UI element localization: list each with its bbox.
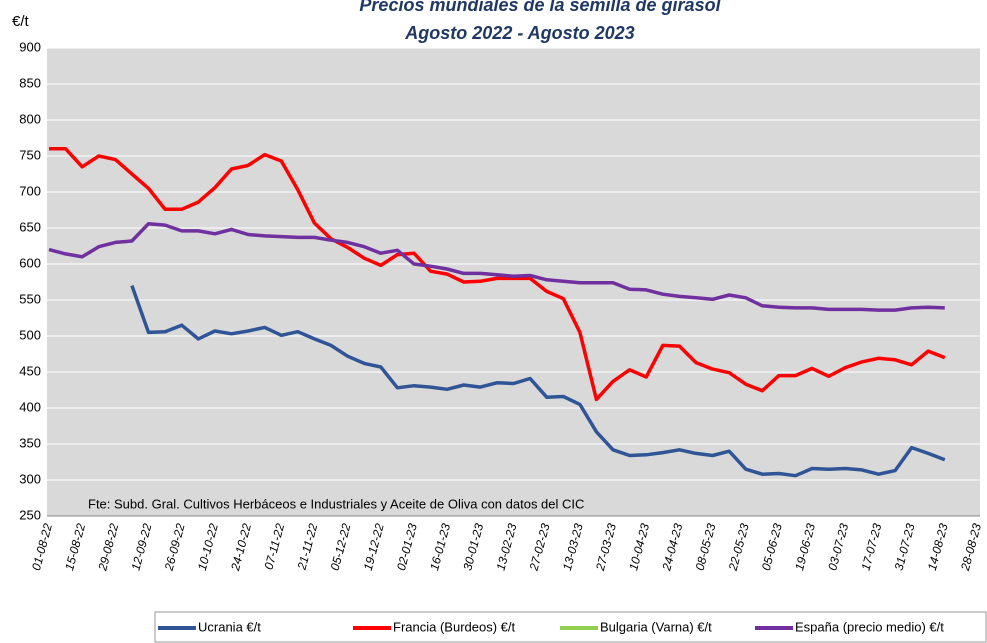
chart-subtitle: Agosto 2022 - Agosto 2023 — [404, 23, 634, 43]
x-tick-label: 15-08-22 — [62, 522, 88, 572]
x-tick-label: 27-03-23 — [593, 522, 619, 573]
chart-title: Precios mundiales de la semilla de giras… — [359, 0, 721, 15]
x-tick-label: 08-05-23 — [693, 522, 719, 572]
y-tick-label: 550 — [19, 291, 41, 306]
x-tick-label: 24-10-22 — [228, 522, 254, 573]
x-tick-label: 14-08-23 — [925, 522, 951, 572]
series-line — [48, 221, 945, 312]
x-tick-label: 02-01-23 — [394, 522, 420, 572]
x-tick-label: 05-12-22 — [328, 522, 354, 572]
x-tick-label: 10-10-22 — [195, 522, 221, 572]
x-tick-label: 01-08-22 — [29, 522, 55, 572]
x-tick-label: 31-07-23 — [892, 522, 918, 572]
x-tick-label: 24-04-23 — [659, 522, 685, 573]
x-tick-label: 19-12-22 — [361, 522, 387, 572]
y-tick-label: 300 — [19, 471, 41, 486]
x-tick-label: 13-03-23 — [560, 522, 586, 572]
x-tick-label: 13-02-23 — [494, 522, 520, 572]
series-line — [130, 285, 946, 478]
y-axis-label: €/t — [12, 13, 30, 30]
y-tick-label: 400 — [19, 399, 41, 414]
x-tick-label: 03-07-23 — [825, 522, 851, 572]
x-tick-label: 27-02-23 — [526, 522, 552, 573]
x-tick-label: 22-05-23 — [725, 522, 751, 573]
legend-label: España (precio medio) €/t — [795, 619, 944, 634]
plot-area — [47, 48, 980, 516]
annotation: Fte: Subd. Gral. Cultivos Herbáceos e In… — [88, 496, 584, 511]
y-tick-label: 800 — [19, 111, 41, 126]
x-tick-label: 26-09-22 — [161, 522, 187, 573]
y-tick-label: 750 — [19, 147, 41, 162]
x-tick-label: 19-06-23 — [792, 522, 818, 572]
y-tick-label: 250 — [19, 507, 41, 522]
y-tick-label: 700 — [19, 183, 41, 198]
y-tick-label: 350 — [19, 435, 41, 450]
x-tick-label: 05-06-23 — [759, 522, 785, 572]
x-tick-label: 21-11-22 — [294, 522, 320, 572]
y-tick-label: 850 — [19, 75, 41, 90]
legend-label: Bulgaria (Varna) €/t — [600, 619, 712, 634]
y-tick-label: 450 — [19, 363, 41, 378]
x-tick-label: 12-09-22 — [129, 522, 155, 572]
y-tick-label: 500 — [19, 327, 41, 342]
series-line — [49, 147, 946, 402]
x-tick-label: 16-01-23 — [427, 522, 453, 572]
legend-label: Francia (Burdeos) €/t — [393, 619, 515, 634]
y-tick-label: 900 — [19, 39, 41, 54]
y-tick-label: 600 — [19, 255, 41, 270]
x-tick-label: 07-11-22 — [261, 522, 287, 571]
x-tick-label: 17-07-23 — [858, 522, 884, 572]
x-tick-label: 28-08-23 — [958, 522, 984, 573]
x-tick-label: 29-08-22 — [95, 522, 121, 573]
x-tick-label: 10-04-23 — [626, 522, 652, 572]
x-tick-label: 30-01-23 — [460, 522, 486, 572]
y-tick-label: 650 — [19, 219, 41, 234]
legend-label: Ucrania €/t — [198, 619, 261, 634]
